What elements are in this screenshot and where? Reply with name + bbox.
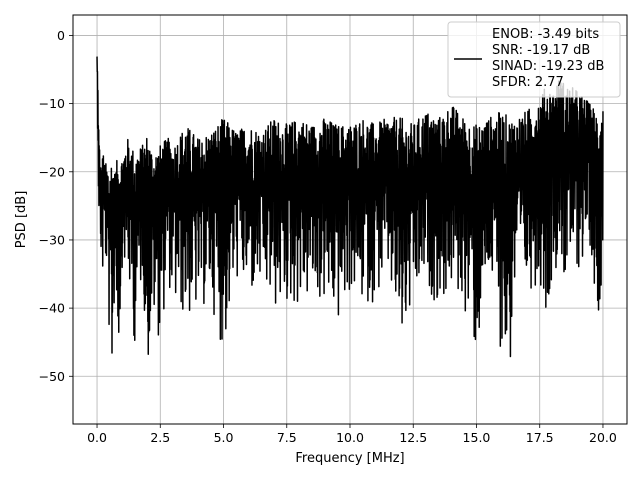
y-axis-label: PSD [dB] — [14, 191, 29, 249]
legend-entry-snr: SNR: -19.17 dB — [492, 43, 590, 58]
legend-box — [447, 21, 621, 98]
y-axis-ticks: 0 −10 −20 −30 −40 −50 — [39, 28, 73, 384]
legend-entry-enob: ENOB: -3.49 bits — [492, 27, 599, 42]
x-axis-ticks: 0.0 2.5 5.0 7.5 10.0 12.5 15.0 17.5 20.0 — [87, 424, 617, 445]
legend: ENOB: -3.49 bits SNR: -19.17 dB SINAD: -… — [447, 21, 621, 98]
y-tick-label: −20 — [39, 164, 65, 179]
x-tick-label: 2.5 — [150, 430, 170, 445]
x-tick-label: 10.0 — [336, 430, 364, 445]
x-tick-label: 20.0 — [589, 430, 617, 445]
x-tick-label: 17.5 — [526, 430, 554, 445]
legend-entry-sinad: SINAD: -19.23 dB — [492, 59, 604, 74]
y-tick-label: 0 — [57, 28, 65, 43]
y-tick-label: −50 — [39, 369, 65, 384]
x-tick-label: 0.0 — [87, 430, 107, 445]
x-tick-label: 7.5 — [277, 430, 297, 445]
legend-entry-sfdr: SFDR: 2.77 — [492, 75, 564, 90]
x-tick-label: 5.0 — [214, 430, 234, 445]
y-tick-label: −10 — [39, 96, 65, 111]
psd-trace — [96, 56, 604, 358]
x-axis-label: Frequency [MHz] — [295, 451, 404, 466]
x-tick-label: 12.5 — [399, 430, 427, 445]
y-tick-label: −40 — [39, 301, 65, 316]
x-tick-label: 15.0 — [463, 430, 491, 445]
y-tick-label: −30 — [39, 232, 65, 247]
